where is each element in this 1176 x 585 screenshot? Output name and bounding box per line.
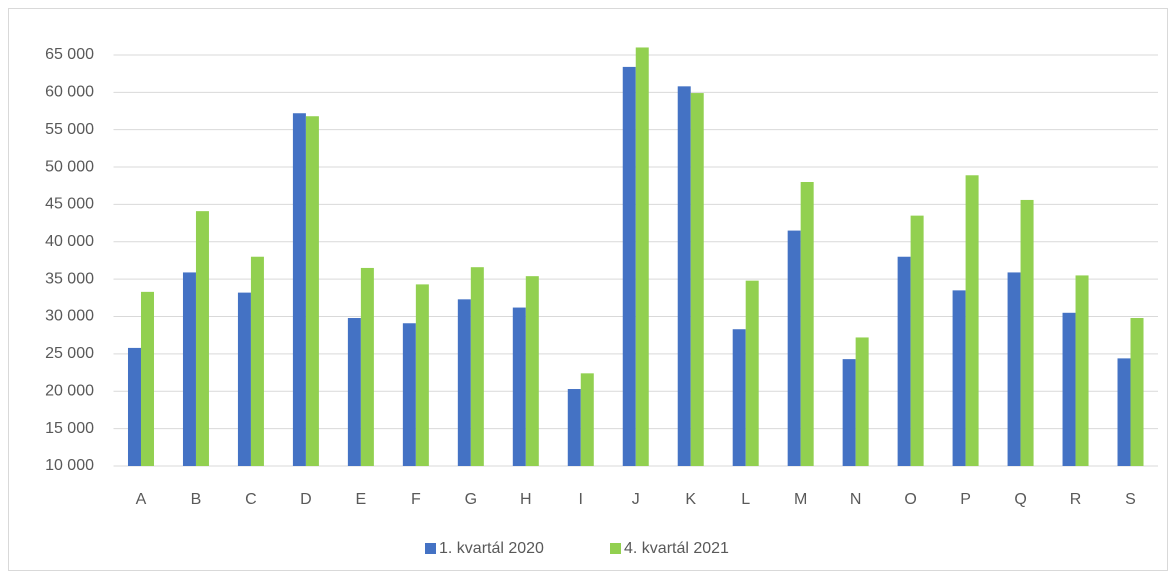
x-tick-label: K	[685, 491, 696, 508]
x-tick-label: C	[245, 491, 257, 508]
bar	[910, 215, 924, 466]
bar	[855, 337, 869, 466]
x-tick-label: Q	[1014, 491, 1026, 508]
x-tick-label: E	[356, 491, 367, 508]
x-tick-label: L	[741, 491, 750, 508]
bar	[1062, 312, 1076, 466]
bar	[347, 318, 361, 466]
y-tick-label: 50 000	[45, 158, 94, 175]
bar	[512, 307, 526, 466]
y-tick-label: 40 000	[45, 233, 94, 250]
bar	[745, 280, 759, 466]
bar	[237, 292, 251, 466]
bar	[457, 299, 471, 466]
legend-label: 1. kvartál 2020	[439, 540, 544, 557]
x-tick-label: P	[960, 491, 971, 508]
bar	[415, 284, 429, 466]
bar	[787, 230, 801, 466]
bar	[1007, 272, 1021, 466]
y-tick-label: 10 000	[45, 457, 94, 474]
bar	[360, 267, 374, 466]
bar	[800, 182, 814, 466]
y-tick-label: 65 000	[45, 46, 94, 63]
x-tick-label: D	[300, 491, 312, 508]
bar	[305, 116, 319, 467]
bar	[1020, 199, 1034, 467]
bar	[1075, 275, 1089, 466]
bar	[622, 66, 636, 466]
legend-label: 4. kvartál 2021	[624, 540, 729, 557]
x-tick-label: M	[794, 491, 807, 508]
bar	[580, 373, 594, 466]
bar	[127, 347, 141, 466]
y-tick-label: 30 000	[45, 308, 94, 325]
bar	[140, 291, 154, 466]
bar	[897, 256, 911, 466]
bar	[842, 359, 856, 466]
bar	[1117, 358, 1131, 466]
legend-swatch	[610, 543, 621, 554]
bar	[1130, 318, 1144, 466]
x-tick-label: N	[850, 491, 862, 508]
y-tick-label: 60 000	[45, 84, 94, 101]
y-tick-label: 45 000	[45, 196, 94, 213]
x-tick-label: I	[579, 491, 583, 508]
bar	[952, 290, 966, 466]
bar	[402, 323, 416, 466]
bar	[250, 256, 264, 466]
x-tick-label: O	[904, 491, 916, 508]
x-tick-label: S	[1125, 491, 1136, 508]
y-tick-label: 35 000	[45, 270, 94, 287]
y-tick-label: 25 000	[45, 345, 94, 362]
x-tick-label: B	[191, 491, 202, 508]
bar	[635, 47, 649, 466]
x-tick-label: H	[520, 491, 532, 508]
bar	[690, 93, 704, 466]
bar	[292, 113, 306, 467]
x-tick-label: J	[632, 491, 640, 508]
bar	[965, 175, 979, 466]
y-tick-label: 20 000	[45, 382, 94, 399]
x-tick-label: R	[1070, 491, 1082, 508]
x-tick-label: G	[465, 491, 477, 508]
x-tick-label: F	[411, 491, 421, 508]
bar	[182, 272, 196, 466]
bar	[732, 329, 746, 466]
bar	[525, 276, 539, 466]
bar	[195, 211, 209, 466]
legend-swatch	[425, 543, 436, 554]
y-tick-label: 15 000	[45, 420, 94, 437]
bar	[470, 267, 484, 466]
y-tick-label: 55 000	[45, 121, 94, 138]
bar	[677, 86, 691, 466]
bar	[567, 389, 581, 466]
x-tick-label: A	[136, 491, 147, 508]
